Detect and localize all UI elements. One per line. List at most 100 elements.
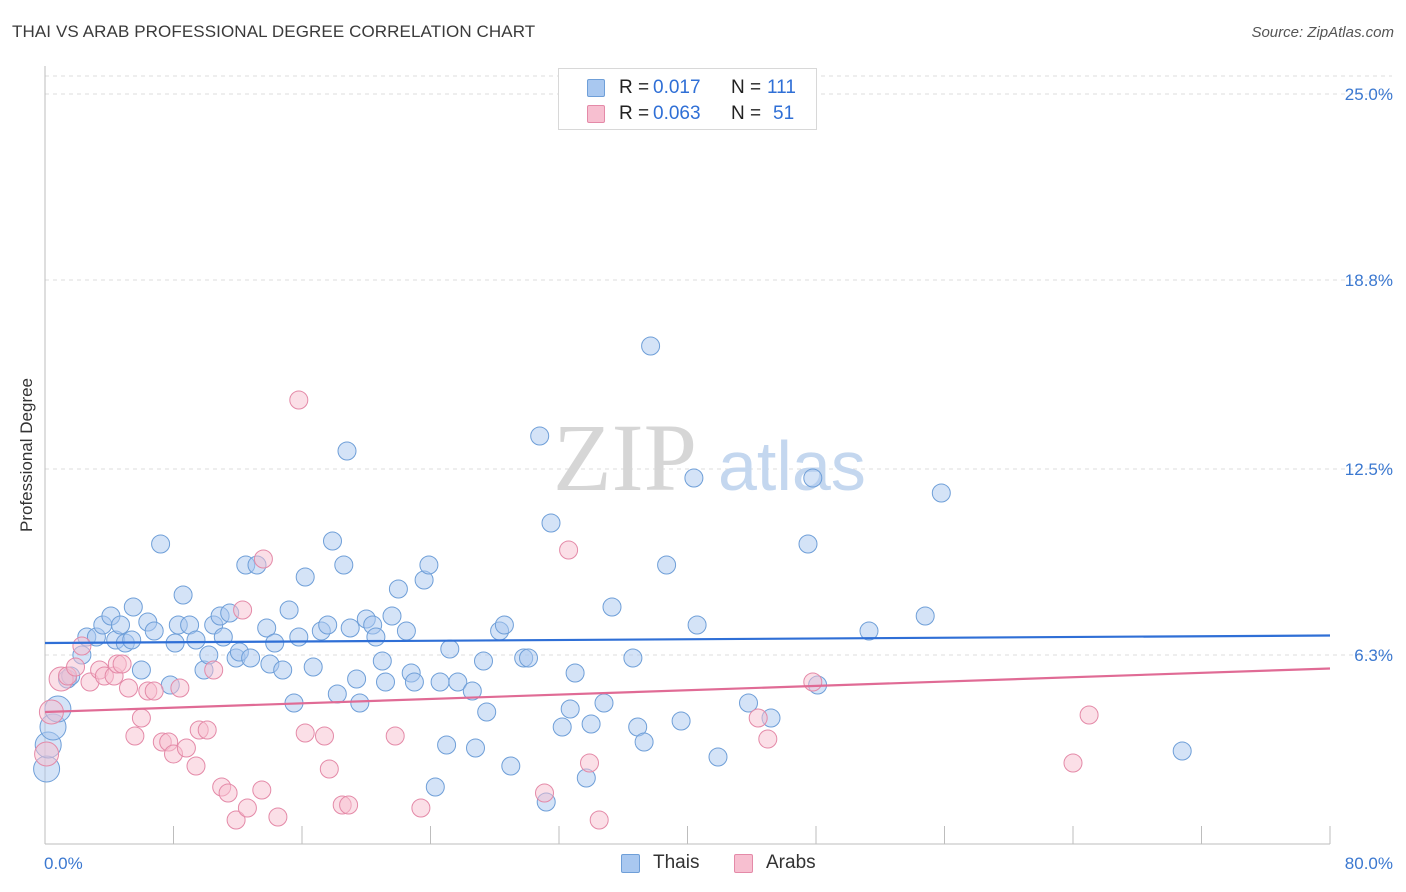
point-arabs-42 xyxy=(535,783,554,803)
point-thais-19 xyxy=(151,534,171,554)
legend-r-label: R = xyxy=(619,77,650,98)
y-tick-label-2: 18.8% xyxy=(1345,271,1393,290)
point-thais-88 xyxy=(581,714,601,734)
point-thais-57 xyxy=(366,627,386,647)
point-thais-15 xyxy=(123,597,143,617)
point-thais-14 xyxy=(122,630,142,650)
point-arabs-13 xyxy=(125,726,145,746)
point-thais-90 xyxy=(602,597,622,617)
point-thais-74 xyxy=(474,651,493,671)
point-thais-78 xyxy=(501,756,521,776)
point-thais-97 xyxy=(684,468,704,488)
point-thais-39 xyxy=(265,633,285,653)
point-thais-105 xyxy=(859,621,879,641)
point-thais-25 xyxy=(186,630,206,650)
source-label: Source: ZipAtlas.com xyxy=(1251,24,1394,41)
point-arabs-39 xyxy=(339,795,359,815)
legend-n-label: N = xyxy=(731,103,762,124)
y-tick-label-1: 12.5% xyxy=(1345,460,1393,479)
point-arabs-41 xyxy=(411,798,431,818)
point-thais-81 xyxy=(530,426,550,446)
point-thais-52 xyxy=(340,618,360,638)
legend-n-value-arabs: 51 xyxy=(773,103,795,124)
trend-lines xyxy=(44,634,1331,714)
point-arabs-45 xyxy=(589,810,609,830)
point-thais-45 xyxy=(303,657,323,677)
series-swatch-arabs xyxy=(734,854,753,873)
trend-line-arabs xyxy=(44,667,1331,714)
point-arabs-36 xyxy=(315,726,334,746)
watermark-zip: ZIP xyxy=(553,404,697,511)
point-arabs-12 xyxy=(119,678,138,698)
point-thais-12 xyxy=(111,615,130,635)
point-thais-95 xyxy=(657,555,677,575)
point-thais-50 xyxy=(334,555,354,575)
point-thais-54 xyxy=(350,693,370,713)
point-thais-30 xyxy=(213,627,233,647)
point-thais-61 xyxy=(388,579,408,599)
point-arabs-30 xyxy=(237,798,257,818)
legend-r-value-thais: 0.017 xyxy=(653,77,701,98)
watermark-atlas: atlas xyxy=(718,427,866,505)
point-thais-102 xyxy=(798,534,818,554)
y-tick-label-3: 25.0% xyxy=(1345,85,1393,104)
point-thais-62 xyxy=(396,621,416,641)
point-thais-107 xyxy=(931,483,951,503)
point-thais-103 xyxy=(803,468,823,488)
point-arabs-11 xyxy=(112,654,132,674)
stats-legend: R = 0.017 N = 111 R = 0.063 N = 51 xyxy=(558,68,817,130)
point-thais-84 xyxy=(552,717,572,737)
series-label-arabs: Arabs xyxy=(766,852,816,873)
point-thais-47 xyxy=(318,615,338,635)
point-arabs-16 xyxy=(144,681,164,701)
point-arabs-50 xyxy=(1079,705,1099,725)
point-thais-98 xyxy=(687,615,707,635)
legend-swatch-thais xyxy=(587,79,605,97)
series-label-thais: Thais xyxy=(653,852,700,873)
point-arabs-43 xyxy=(559,540,579,560)
point-thais-83 xyxy=(541,513,561,533)
point-thais-35 xyxy=(241,648,261,668)
point-arabs-4 xyxy=(66,657,85,677)
watermark: ZIP atlas xyxy=(553,404,866,511)
point-thais-100 xyxy=(739,693,758,713)
point-thais-99 xyxy=(708,747,728,767)
legend-r-value-arabs: 0.063 xyxy=(653,103,701,124)
point-thais-43 xyxy=(289,627,309,647)
point-arabs-5 xyxy=(72,636,92,656)
point-thais-53 xyxy=(347,669,367,689)
point-thais-93 xyxy=(634,732,654,752)
point-thais-72 xyxy=(462,681,482,701)
x-tick-label-max: 80.0% xyxy=(1345,854,1393,873)
point-arabs-35 xyxy=(295,723,315,743)
point-thais-60 xyxy=(382,606,402,626)
point-thais-91 xyxy=(623,648,643,668)
trend-line-thais xyxy=(44,634,1331,645)
point-thais-73 xyxy=(466,738,485,758)
point-arabs-32 xyxy=(253,549,273,569)
data-points xyxy=(33,336,1192,830)
point-arabs-31 xyxy=(252,780,272,800)
x-tick-label-min: 0.0% xyxy=(44,854,83,873)
point-thais-67 xyxy=(425,777,445,797)
point-arabs-37 xyxy=(319,759,339,779)
legend-swatch-arabs xyxy=(587,105,605,123)
point-thais-16 xyxy=(131,660,151,680)
legend-n-value-thais: 111 xyxy=(767,77,796,98)
point-thais-69 xyxy=(437,735,457,755)
chart-title: THAI VS ARAB PROFESSIONAL DEGREE CORRELA… xyxy=(12,22,536,41)
point-thais-48 xyxy=(323,531,342,551)
point-thais-96 xyxy=(671,711,691,731)
point-thais-49 xyxy=(327,684,347,704)
point-arabs-22 xyxy=(186,756,206,776)
point-thais-85 xyxy=(560,699,580,719)
point-arabs-27 xyxy=(218,783,238,803)
point-thais-77 xyxy=(494,615,514,635)
point-thais-23 xyxy=(173,585,193,605)
point-arabs-49 xyxy=(1063,753,1083,773)
y-tick-label-0: 6.3% xyxy=(1354,646,1393,665)
series-swatch-thais xyxy=(621,854,640,873)
point-arabs-48 xyxy=(803,672,823,692)
point-thais-40 xyxy=(273,660,293,680)
